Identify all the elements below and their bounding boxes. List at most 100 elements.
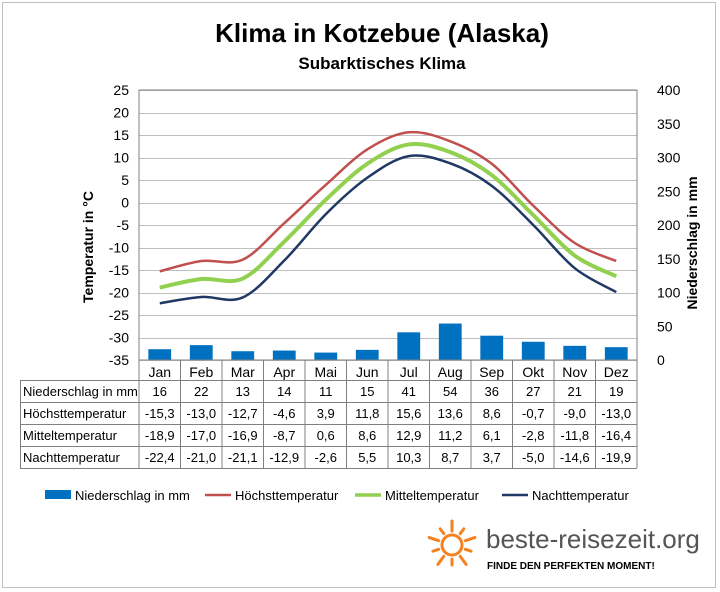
table-cell: -21,0 xyxy=(186,450,216,465)
table-cell: 8,6 xyxy=(358,428,376,443)
table-cell: -13,0 xyxy=(186,406,216,421)
y-tick-left: 15 xyxy=(113,127,129,143)
table-cell: 11,8 xyxy=(355,406,379,421)
bar-aug xyxy=(438,323,462,360)
sun-core xyxy=(440,533,464,557)
y-tick-right: 100 xyxy=(657,285,681,301)
table-row-label: Höchsttemperatur xyxy=(23,406,127,421)
y-tick-right: 350 xyxy=(657,116,681,132)
bar-okt xyxy=(521,341,545,360)
legend-label: Niederschlag in mm xyxy=(75,488,190,503)
table-cell: 3,7 xyxy=(483,450,501,465)
table-cell: 21 xyxy=(568,384,582,399)
table-cell: -18,9 xyxy=(145,428,175,443)
sun-ray xyxy=(458,554,468,566)
table-cell: -14,6 xyxy=(560,450,590,465)
table-cell: -2,8 xyxy=(522,428,544,443)
chart-subtitle: Subarktisches Klima xyxy=(298,54,466,73)
y-tick-right: 150 xyxy=(657,251,681,267)
table-row-label: Nachttemperatur xyxy=(23,450,120,465)
y-tick-left: -20 xyxy=(109,285,129,301)
precipitation-bars xyxy=(148,323,628,360)
bar-jul xyxy=(397,332,421,360)
table-cell: -17,0 xyxy=(186,428,216,443)
y-tick-right: 400 xyxy=(657,82,681,98)
table-cell: -9,0 xyxy=(564,406,586,421)
chart-title: Klima in Kotzebue (Alaska) xyxy=(215,18,549,48)
x-tick-label: Aug xyxy=(438,364,463,380)
table-cell: 3,9 xyxy=(317,406,335,421)
table-cell: -11,8 xyxy=(560,428,589,443)
table-cell: -22,4 xyxy=(145,450,175,465)
y-tick-left: -35 xyxy=(109,352,129,368)
table-cell: -5,0 xyxy=(522,450,544,465)
bar-feb xyxy=(189,345,213,360)
x-tick-label: Jan xyxy=(148,364,171,380)
table-cell: -8,7 xyxy=(273,428,295,443)
temperature-lines xyxy=(159,130,618,305)
table-cell: -15,3 xyxy=(145,406,175,421)
sun-icon xyxy=(427,519,477,567)
x-tick-label: Dez xyxy=(604,364,629,380)
y-tick-left: -25 xyxy=(109,307,129,323)
table-cell: -4,6 xyxy=(273,406,295,421)
bar-jun xyxy=(355,349,379,360)
y-axis-left-ticks: 25 20 15 10 5 0 -5 -10 -15 -20 -25 -30 -35 xyxy=(109,82,129,368)
x-tick-label: Nov xyxy=(562,364,587,380)
line-mitteltemperatur xyxy=(159,142,618,290)
x-tick-label: Apr xyxy=(273,364,295,380)
logo-tagline: FINDE DEN PERFEKTEN MOMENT! xyxy=(487,561,655,572)
table-cell: 54 xyxy=(443,384,457,399)
bar-mar xyxy=(231,351,255,360)
y-axis-right-title: Niederschlag in mm xyxy=(684,176,700,309)
table-row-label: Mitteltemperatur xyxy=(23,428,118,443)
y-tick-left: 5 xyxy=(121,172,129,188)
legend-label: Höchsttemperatur xyxy=(235,488,339,503)
bar-sep xyxy=(480,335,504,360)
bar-nov xyxy=(563,345,587,360)
x-tick-label: Sep xyxy=(479,364,504,380)
y-tick-right: 50 xyxy=(657,318,673,334)
table-cell: -21,1 xyxy=(228,450,258,465)
table-cell: 0,6 xyxy=(317,428,335,443)
y-axis-left-title: Temperatur in °C xyxy=(80,191,96,303)
table-cell: -13,0 xyxy=(601,406,631,421)
bar-jan xyxy=(148,349,172,360)
table-cell: 13 xyxy=(236,384,250,399)
table-cell: -19,9 xyxy=(601,450,631,465)
y-tick-left: 20 xyxy=(113,105,129,121)
sun-ray xyxy=(431,547,441,553)
y-tick-left: -30 xyxy=(109,330,129,346)
table-cell: 13,6 xyxy=(438,406,463,421)
table-cell: 22 xyxy=(194,384,208,399)
table-cell: -0,7 xyxy=(522,406,544,421)
bar-dez xyxy=(604,347,628,360)
x-tick-label: Mar xyxy=(231,364,255,380)
table-cell: 6,1 xyxy=(483,428,501,443)
grid-lines xyxy=(139,90,637,361)
table-cell: 11 xyxy=(319,384,333,399)
y-tick-right: 250 xyxy=(657,183,681,199)
bar-mai xyxy=(314,352,338,360)
y-tick-left: -5 xyxy=(117,217,130,233)
data-table: Jan Feb Mar Apr Mai Jun Jul Aug Sep Okt Nov Dez Nied… xyxy=(20,360,638,469)
sun-ray xyxy=(436,554,446,566)
y-tick-left: 25 xyxy=(113,82,129,98)
sun-ray xyxy=(463,547,473,553)
y-tick-left: 0 xyxy=(121,195,129,211)
table-cell: 8,6 xyxy=(483,406,501,421)
y-tick-right: 0 xyxy=(657,352,665,368)
table-cell: -2,6 xyxy=(315,450,337,465)
x-tick-label: Okt xyxy=(522,364,544,380)
x-tick-label: Feb xyxy=(189,364,213,380)
logo-text: beste-reisezeit.org xyxy=(486,524,700,554)
x-tick-label: Jun xyxy=(356,364,379,380)
x-tick-label: Mai xyxy=(314,364,337,380)
table-cell: -12,7 xyxy=(228,406,258,421)
table-cell: 15,6 xyxy=(396,406,421,421)
table-cell: 16 xyxy=(153,384,167,399)
legend: Niederschlag in mm Höchsttemperatur Mittel… xyxy=(45,488,629,503)
legend-label: Nachttemperatur xyxy=(532,488,629,503)
